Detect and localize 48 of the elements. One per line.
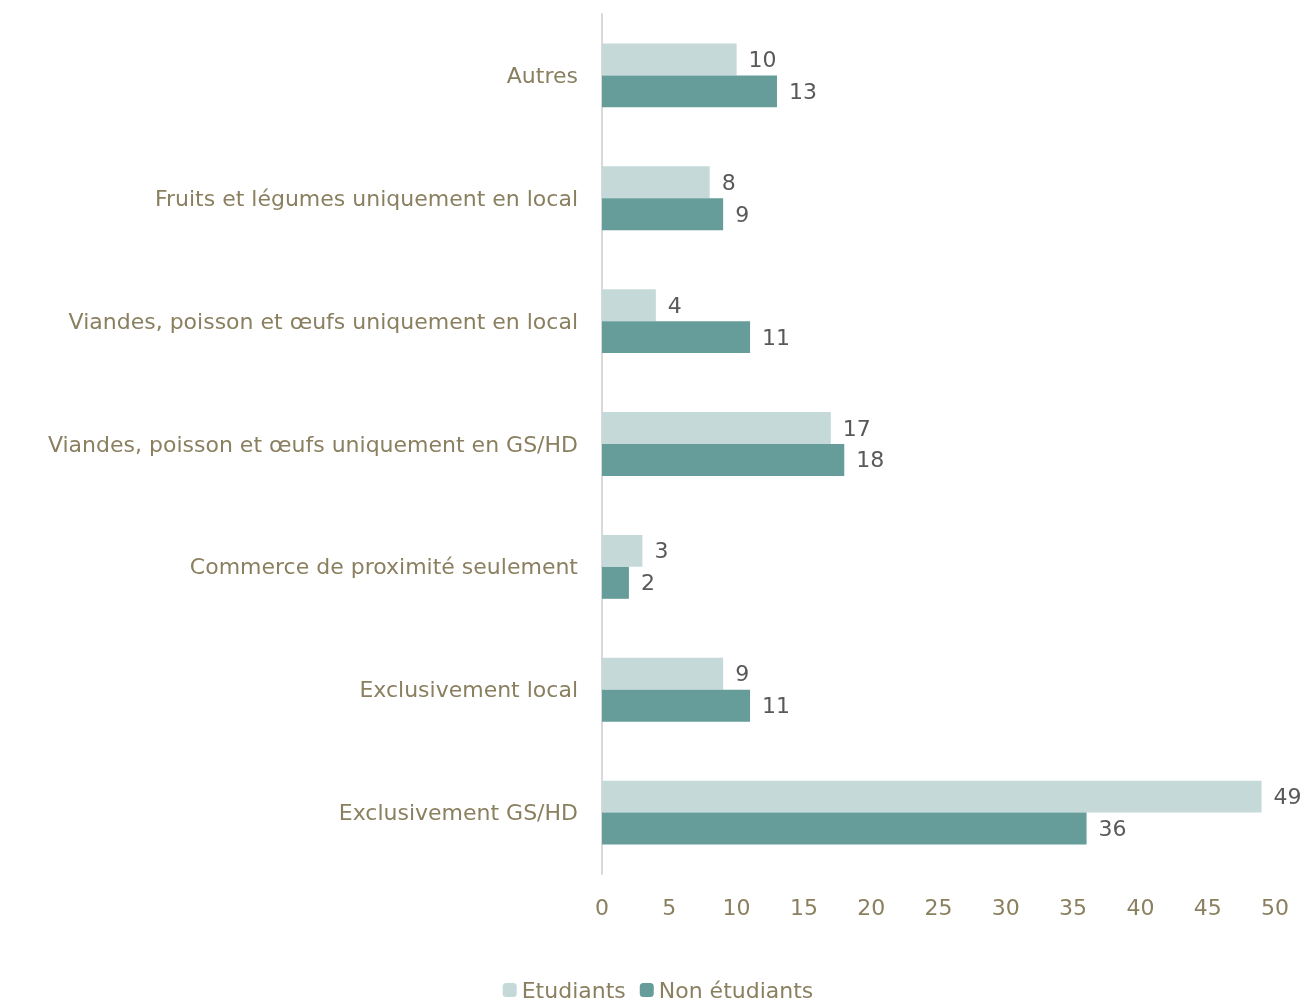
y-tick-label: Viandes, poisson et œufs uniquement en GS/HD <box>47 431 578 457</box>
x-tick-label: 25 <box>924 894 953 920</box>
data-label: 49 <box>1273 784 1302 810</box>
x-tick-label: 0 <box>595 894 609 920</box>
bar <box>602 780 1262 813</box>
x-tick-label: 20 <box>857 894 886 920</box>
x-tick-label: 15 <box>789 894 818 920</box>
x-tick-label: 30 <box>991 894 1020 920</box>
data-label: 9 <box>735 661 750 687</box>
data-label: 10 <box>748 46 777 72</box>
data-label: 3 <box>654 538 669 564</box>
y-tick-label: Viandes, poisson et œufs uniquement en local <box>68 308 578 334</box>
y-tick-label: Exclusivement GS/HD <box>338 800 578 826</box>
y-tick-label: Commerce de proximité seulement <box>189 554 579 580</box>
x-tick-label: 5 <box>662 894 677 920</box>
x-tick-label: 10 <box>722 894 751 920</box>
legend-label: Etudiants <box>521 977 626 1003</box>
bar <box>602 321 751 354</box>
data-label: 8 <box>721 169 736 195</box>
data-label: 4 <box>667 292 682 318</box>
y-tick-label: Autres <box>506 62 578 88</box>
bar <box>602 812 1087 845</box>
bar <box>602 534 643 567</box>
data-label: 36 <box>1098 816 1127 842</box>
bar <box>602 289 656 322</box>
legend-label: Non étudiants <box>658 977 814 1003</box>
bar <box>602 566 629 599</box>
data-label: 11 <box>762 324 791 350</box>
bar <box>602 198 724 231</box>
bar <box>602 75 777 108</box>
bar <box>602 444 845 476</box>
data-label: 17 <box>842 415 871 441</box>
bar <box>602 43 737 76</box>
data-label: 2 <box>640 570 655 596</box>
x-tick-label: 50 <box>1261 894 1289 920</box>
bar <box>602 657 724 690</box>
data-label: 13 <box>788 78 817 104</box>
bar <box>602 689 751 722</box>
bar <box>602 412 831 444</box>
x-tick-label: 45 <box>1193 894 1222 920</box>
bar <box>602 166 710 199</box>
x-tick-label: 40 <box>1126 894 1155 920</box>
data-label: 18 <box>856 447 885 473</box>
y-tick-label: Fruits et légumes uniquement en local <box>154 185 578 211</box>
data-label: 11 <box>762 693 791 719</box>
x-tick-label: 35 <box>1059 894 1088 920</box>
data-label: 9 <box>735 201 750 227</box>
y-tick-label: Exclusivement local <box>359 677 578 703</box>
